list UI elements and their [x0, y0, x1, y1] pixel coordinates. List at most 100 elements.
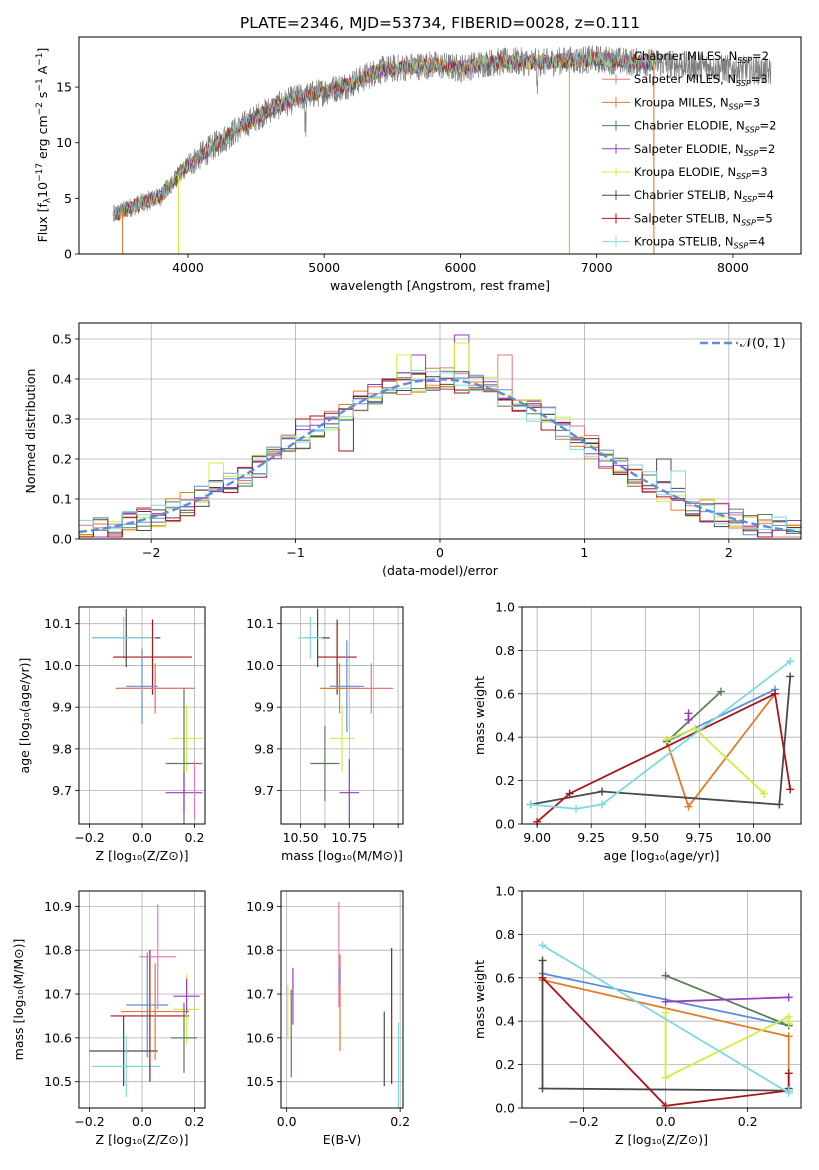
age_vs_mass-xlabel: mass [log₁₀(M/M⊙)] [281, 848, 403, 863]
spectrum-legend-label-1: Salpeter MILES, NSSP=3 [634, 72, 768, 88]
mass_vs_Z-xtick-label-1: 0.0 [132, 1114, 152, 1129]
age_vs_mass-xtick-label-2: 10.75 [331, 830, 367, 845]
weight_vs_Z-panel: −0.2 0.0 0.2 0.0 0.2 0.4 0.6 0.8 1.0 Z [log₁₀(Z/Z… [472, 884, 802, 1147]
spectrum-ylabel-part-1: λ [43, 197, 53, 203]
spectrum-ylabel-part-4: erg cm [35, 115, 50, 163]
spectrum-ylabel-part-8: A [35, 65, 50, 78]
residual-hist-8 [79, 369, 801, 531]
mass_vs_Z-xtick-label-2: 0.2 [185, 1114, 205, 1129]
weight_vs_Z-ylabel: mass weight [472, 960, 487, 1039]
legend-text: Kroupa STELIB, N [634, 235, 734, 249]
weight_vs_age-marker-6-2 [771, 689, 780, 698]
residuals-ytick-label-2: 0.2 [52, 452, 72, 467]
legend-sub: SSP [729, 102, 744, 111]
legend-count: =3 [751, 165, 768, 179]
legend-sub: SSP [741, 218, 756, 227]
normal-reference-curve [78, 378, 802, 534]
weight_vs_age-marker-4-0 [662, 735, 671, 744]
weight_vs_Z-ytick-label-0: 0.0 [495, 1101, 515, 1116]
spectrum-legend-label-5: Kroupa ELODIE, NSSP=3 [634, 165, 768, 181]
weight_vs_age-marker-6-1 [565, 789, 574, 798]
weight_vs_age-xtick-label-0: 9.00 [523, 830, 551, 845]
mass_vs_Z-xtick-label-0: −0.2 [74, 1114, 104, 1129]
weight_vs_age-marker-4-2 [760, 789, 769, 798]
age_vs_Z-ytick-label-1: 9.8 [52, 741, 72, 756]
age_vs_mass-xtick-label-0: 10.50 [283, 830, 319, 845]
residuals-ytick-label-4: 0.4 [52, 372, 72, 387]
weight_vs_Z-ytick-label-2: 0.4 [495, 1014, 515, 1029]
mass_vs_Z-ytick-label-3: 10.8 [44, 943, 72, 958]
residuals-ylabel: Normed distribution [23, 369, 38, 494]
weight_vs_Z-ytick-label-5: 1.0 [495, 884, 515, 899]
legend-count: =4 [757, 188, 774, 202]
spectrum-legend-label-8: Kroupa STELIB, NSSP=4 [634, 235, 765, 251]
age_vs_Z-ytick-label-2: 9.9 [52, 700, 72, 715]
age_vs_mass-ytick-label-2: 9.9 [254, 700, 274, 715]
weight_vs_Z-marker-7-0 [538, 941, 547, 950]
weight_vs_Z-ytick-label-4: 0.8 [495, 927, 515, 942]
weight_vs_Z-marker-3-1 [784, 993, 793, 1002]
legend-text: Salpeter STELIB, N [634, 211, 741, 225]
age_vs_mass-panel: 10.50 10.75 9.7 9.8 9.9 10.0 10.1 mass [log₁₀(M… [246, 606, 404, 863]
legend-text: Salpeter ELODIE, N [634, 142, 744, 156]
spectrum-legend-label-0: Chabrier MILES, NSSP=2 [634, 49, 769, 65]
spectrum-ylabel-part-0: Flux [f [35, 203, 50, 243]
weight_vs_Z-ytick-label-3: 0.6 [495, 970, 515, 985]
legend-count: =2 [758, 142, 775, 156]
residual-legend-label: 𝒩(0, 1) [740, 335, 786, 350]
weight_vs_age-xtick-label-4: 10.00 [736, 830, 772, 845]
mass_vs_ebv-xtick-label-1: 0.2 [390, 1114, 410, 1129]
legend-text: Chabrier ELODIE, N [634, 119, 745, 133]
spectrum-legend-label-4: Salpeter ELODIE, NSSP=2 [634, 142, 775, 158]
weight_vs_age-panel: 9.00 9.25 9.50 9.75 10.00 0.0 0.2 0.4 0.6 0.8 1.0 a… [472, 600, 802, 863]
spectrum-legend-label-6: Chabrier STELIB, NSSP=4 [634, 188, 774, 204]
spectrum-legend-label-2: Kroupa MILES, NSSP=3 [634, 95, 760, 111]
weight_vs_age-xlabel: age [log₁₀(age/yr)] [604, 848, 720, 863]
age_vs_Z-ytick-label-4: 10.1 [44, 616, 72, 631]
weight_vs_Z-marker-7-2 [784, 1086, 793, 1095]
weight_vs_Z-marker-1-1 [784, 1032, 793, 1041]
spectrum-xtick-label-0: 4000 [172, 260, 204, 275]
spectrum-ylabel-part-6: s [35, 92, 50, 103]
age_vs_Z-ytick-label-0: 9.7 [52, 783, 72, 798]
legend-text: Chabrier MILES, N [634, 49, 737, 63]
weight_vs_age-xtick-label-3: 9.75 [685, 830, 713, 845]
legend-sub: SSP [736, 79, 751, 88]
residuals-xtick-label-2: 0 [436, 545, 444, 560]
legend-sub: SSP [742, 195, 757, 204]
spectrum-frame [78, 36, 802, 255]
residuals-xtick-label-3: 1 [580, 545, 588, 560]
weight_vs_Z-xlabel: Z [log₁₀(Z/Z⊙)] [615, 1132, 708, 1147]
mass_vs_ebv-xtick-label-0: 0.0 [277, 1114, 297, 1129]
spectrum-ytick-label-3: 15 [56, 80, 72, 95]
spectrum-legend-label-7: Salpeter STELIB, NSSP=5 [634, 211, 773, 227]
weight_vs_Z-marker-4-0 [661, 1008, 670, 1017]
age_vs_Z-xtick-label-2: 0.2 [185, 830, 205, 845]
weight_vs_age-ytick-label-5: 1.0 [495, 600, 515, 615]
weight_vs_age-xtick-label-1: 9.25 [577, 830, 605, 845]
legend-text: Kroupa ELODIE, N [634, 165, 736, 179]
weight_vs_age-frame [521, 606, 802, 825]
weight_vs_age-marker-6-3 [786, 785, 795, 794]
age_vs_mass-ytick-label-4: 10.1 [246, 616, 274, 631]
spectrum-xtick-label-3: 7000 [581, 260, 613, 275]
spectrum-panel: 4000 5000 6000 7000 8000 0 5 10 15 wavelength [An… [35, 36, 802, 293]
legend-sub: SSP [744, 149, 759, 158]
spectrum-ytick-label-2: 10 [56, 135, 72, 150]
age_vs_mass-ytick-label-1: 9.8 [254, 741, 274, 756]
age_vs_mass-ytick-label-0: 9.7 [254, 783, 274, 798]
weight_vs_age-ytick-label-3: 0.6 [495, 686, 515, 701]
weight_vs_age-xtick-label-2: 9.50 [631, 830, 659, 845]
spectrum-ylabel-part-7: −1 [35, 78, 45, 91]
mass_vs_ebv-ytick-label-1: 10.6 [246, 1030, 274, 1045]
mass_vs_Z-ytick-label-2: 10.7 [44, 987, 72, 1002]
mass_vs_ebv-frame [280, 890, 404, 1109]
mass_vs_ebv-ytick-label-3: 10.8 [246, 943, 274, 958]
weight_vs_Z-series-3 [665, 996, 789, 1003]
residuals-panel: −2 −1 0 1 2 0.0 0.1 0.2 0.3 0.4 0.5 (data-model)/er… [23, 322, 802, 578]
weight_vs_Z-series-2 [665, 974, 790, 1027]
weight_vs_age-marker-1-1 [684, 802, 693, 811]
weight_vs_Z-frame [521, 890, 802, 1109]
